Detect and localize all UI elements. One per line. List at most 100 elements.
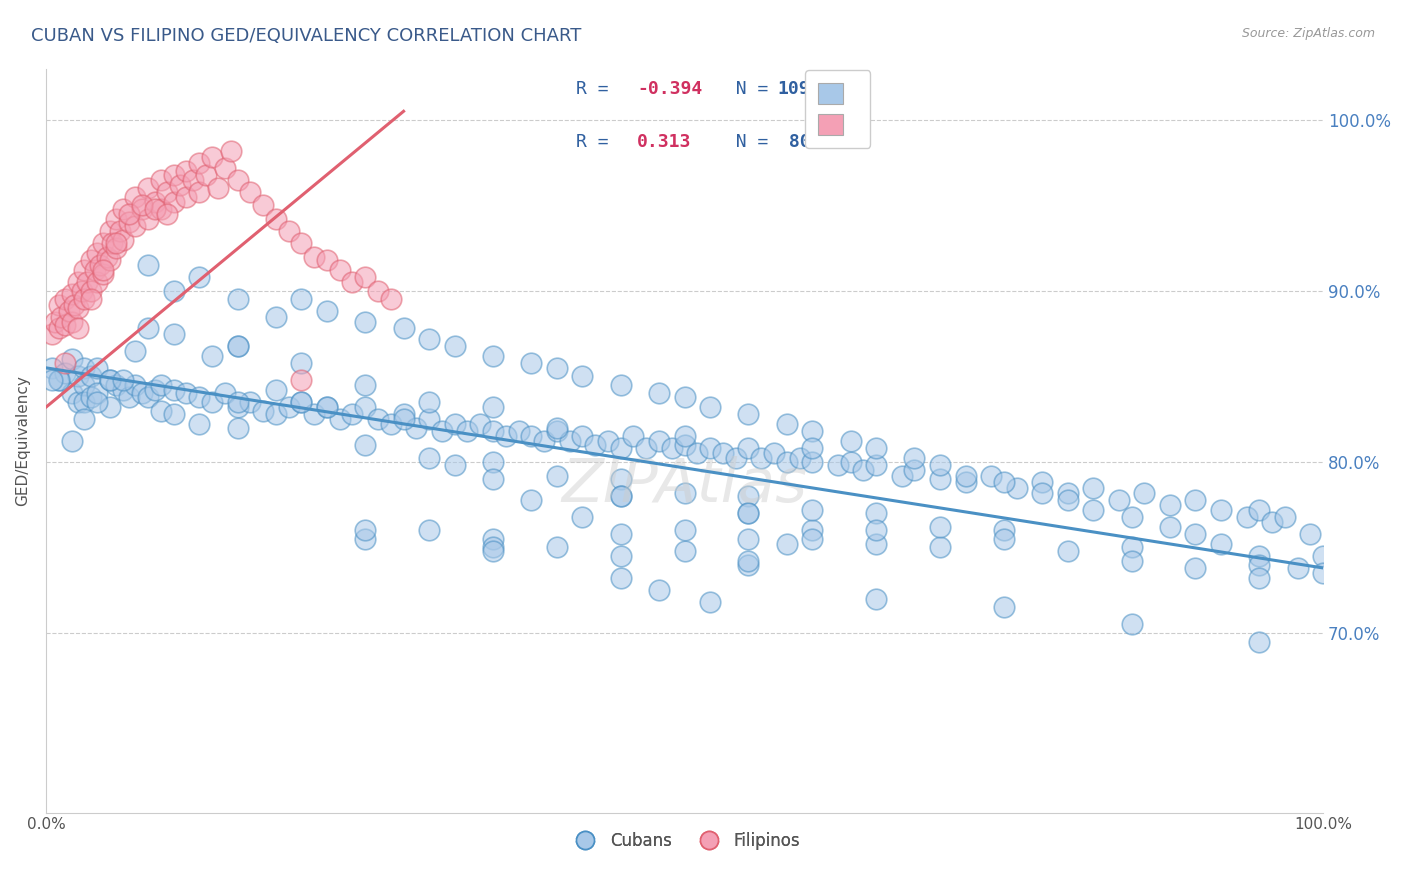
Legend: Cubans, Filipinos: Cubans, Filipinos <box>562 825 807 856</box>
Point <box>226 420 249 434</box>
Point <box>418 524 440 538</box>
Point <box>98 253 121 268</box>
Point <box>1236 509 1258 524</box>
Point <box>865 458 887 473</box>
Point <box>929 520 952 534</box>
Point <box>93 263 115 277</box>
Point <box>136 390 159 404</box>
Point <box>1083 481 1105 495</box>
Point <box>405 420 427 434</box>
Point <box>277 224 299 238</box>
Point <box>176 190 198 204</box>
Point <box>443 417 465 432</box>
Point <box>801 503 824 517</box>
Point <box>609 549 631 563</box>
Point <box>226 400 249 414</box>
Point <box>124 378 146 392</box>
Point <box>79 390 101 404</box>
Point <box>79 253 101 268</box>
Point <box>124 190 146 204</box>
Point <box>53 366 76 380</box>
Point <box>86 246 108 260</box>
Point <box>1209 537 1232 551</box>
Point <box>252 403 274 417</box>
Point <box>546 420 568 434</box>
Text: Source: ZipAtlas.com: Source: ZipAtlas.com <box>1241 27 1375 40</box>
Point <box>648 434 671 449</box>
Point <box>290 293 312 307</box>
Point <box>673 429 696 443</box>
Point <box>661 441 683 455</box>
Point <box>60 315 83 329</box>
Point <box>482 544 505 558</box>
Point <box>41 373 63 387</box>
Point <box>111 202 134 216</box>
Point <box>226 293 249 307</box>
Point <box>865 591 887 606</box>
Point <box>239 395 262 409</box>
Point <box>41 360 63 375</box>
Point <box>456 424 478 438</box>
Point <box>1031 475 1053 490</box>
Point <box>76 276 98 290</box>
Point <box>737 506 759 520</box>
Point <box>955 475 977 490</box>
Point <box>73 395 96 409</box>
Point <box>143 202 166 216</box>
Point <box>1249 571 1271 585</box>
Point <box>163 407 186 421</box>
Point <box>354 315 377 329</box>
Point <box>354 378 377 392</box>
Point <box>354 438 377 452</box>
Point <box>609 378 631 392</box>
Point <box>214 161 236 175</box>
Point <box>194 168 217 182</box>
Point <box>418 332 440 346</box>
Point <box>79 293 101 307</box>
Point <box>520 356 543 370</box>
Point <box>482 424 505 438</box>
Point <box>108 224 131 238</box>
Point <box>66 301 89 315</box>
Text: ZIPAtlas: ZIPAtlas <box>561 456 807 515</box>
Point <box>136 181 159 195</box>
Point <box>48 373 70 387</box>
Point <box>316 253 339 268</box>
Point <box>495 429 517 443</box>
Point <box>48 297 70 311</box>
Point <box>636 441 658 455</box>
Point <box>66 395 89 409</box>
Point <box>1121 554 1143 568</box>
Point <box>163 326 186 341</box>
Point <box>686 446 709 460</box>
Point <box>316 400 339 414</box>
Point <box>93 235 115 250</box>
Point <box>53 293 76 307</box>
Point <box>60 386 83 401</box>
Point <box>699 400 721 414</box>
Text: CUBAN VS FILIPINO GED/EQUIVALENCY CORRELATION CHART: CUBAN VS FILIPINO GED/EQUIVALENCY CORREL… <box>31 27 581 45</box>
Point <box>354 400 377 414</box>
Text: -0.394: -0.394 <box>637 79 703 98</box>
Text: 0.313: 0.313 <box>637 133 692 152</box>
Text: 80: 80 <box>778 133 810 152</box>
Point <box>354 532 377 546</box>
Point <box>329 263 352 277</box>
Point <box>252 198 274 212</box>
Point <box>839 455 862 469</box>
Point <box>737 407 759 421</box>
Point <box>163 168 186 182</box>
Point <box>1159 520 1181 534</box>
Point <box>136 258 159 272</box>
Point <box>520 429 543 443</box>
Point <box>86 276 108 290</box>
Point <box>48 321 70 335</box>
Point <box>131 202 153 216</box>
Point <box>482 455 505 469</box>
Point <box>1056 544 1078 558</box>
Point <box>1005 481 1028 495</box>
Point <box>443 338 465 352</box>
Point <box>73 412 96 426</box>
Point <box>903 451 925 466</box>
Point <box>188 417 211 432</box>
